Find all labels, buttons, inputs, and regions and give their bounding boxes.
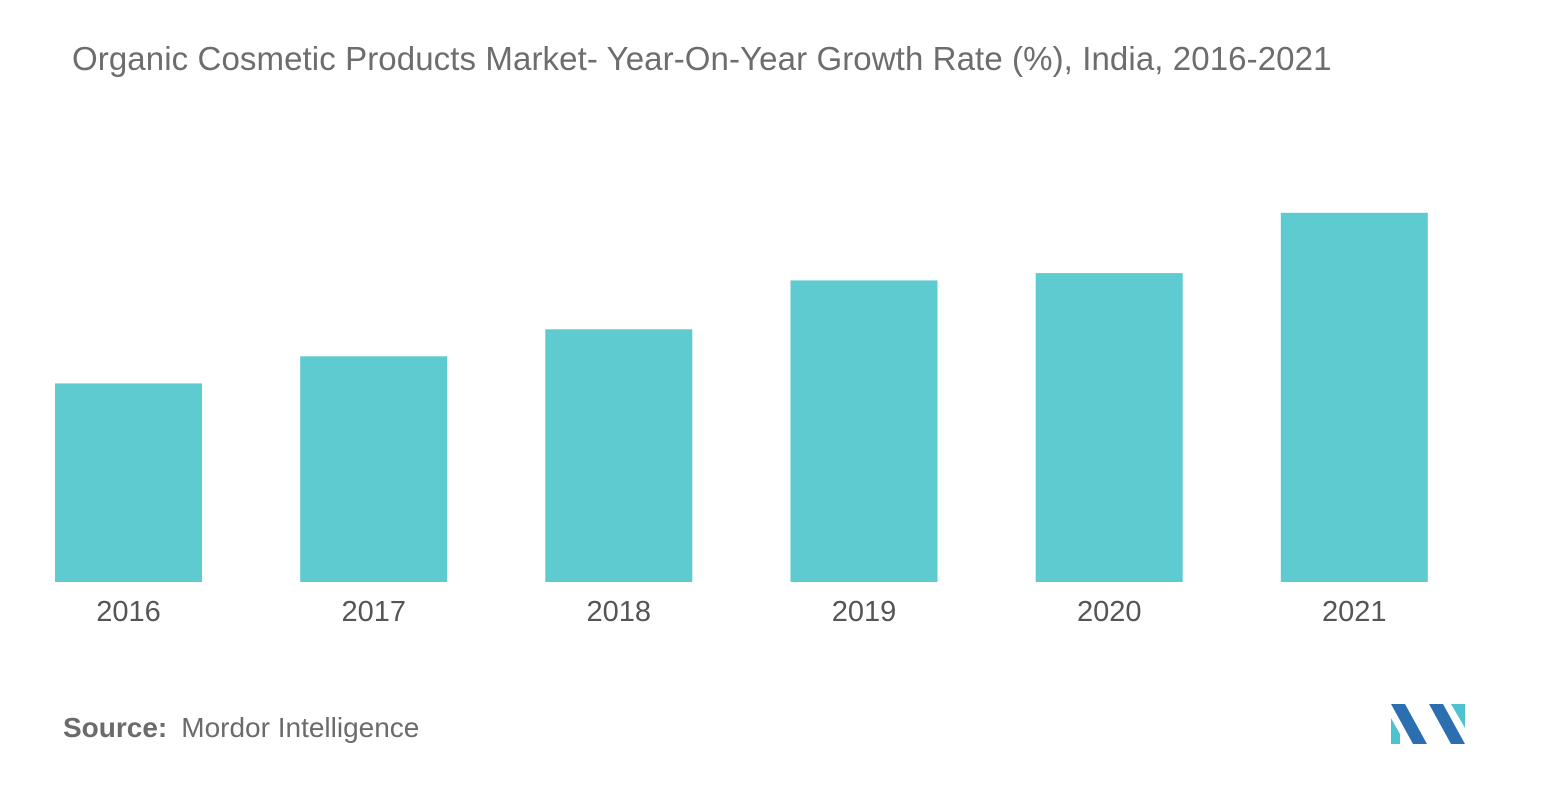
x-tick-label-2019: 2019 — [832, 596, 897, 628]
bar-2019 — [790, 280, 938, 582]
logo-right-bar — [1451, 704, 1465, 728]
logo-left-shape — [1391, 704, 1427, 744]
bars-group — [55, 212, 1428, 583]
bar-2020 — [1035, 273, 1183, 582]
chart-title: Organic Cosmetic Products Market- Year-O… — [72, 40, 1332, 77]
bar-2018 — [545, 329, 693, 582]
logo-right-shape — [1429, 704, 1465, 744]
source-line: Source: Mordor Intelligence — [63, 712, 419, 744]
source-label: Source: — [63, 712, 168, 743]
x-tick-label-2021: 2021 — [1322, 596, 1387, 628]
x-tick-label-2016: 2016 — [96, 596, 161, 628]
logo-left-bar — [1391, 718, 1400, 744]
x-tick-labels: 2016 2017 2018 2019 2020 2021 — [96, 596, 1386, 628]
source-value: Mordor Intelligence — [181, 712, 420, 743]
bar-2016 — [55, 383, 202, 582]
bar-2017 — [300, 356, 448, 582]
x-tick-label-2018: 2018 — [587, 596, 652, 628]
bar-chart: 2016 2017 2018 2019 2020 2021 — [55, 212, 1428, 628]
mordor-intelligence-logo-icon — [1391, 704, 1465, 744]
x-tick-label-2020: 2020 — [1077, 596, 1142, 628]
bar-2021 — [1280, 212, 1428, 583]
x-tick-label-2017: 2017 — [341, 596, 406, 628]
